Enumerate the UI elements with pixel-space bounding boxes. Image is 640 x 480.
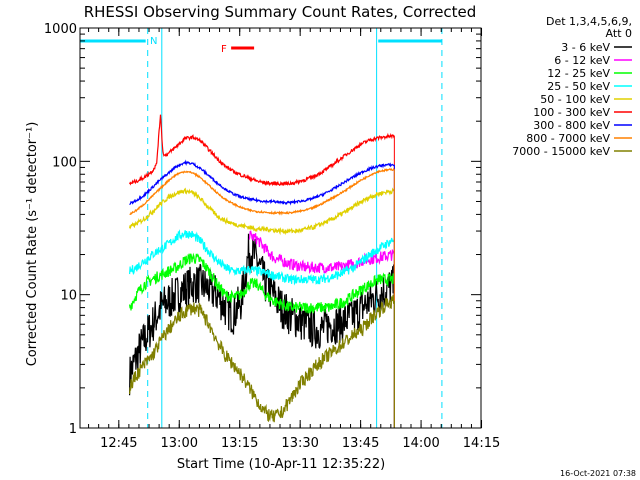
x-tick-label: 13:15 bbox=[221, 436, 258, 451]
legend-label-6-12-kev: 6 - 12 keV bbox=[554, 54, 610, 67]
series-line-25-50-kev bbox=[129, 229, 395, 286]
legend-header-2: Att 0 bbox=[606, 27, 632, 40]
series-line-50-100-kev bbox=[129, 187, 395, 236]
annotation-n: N bbox=[150, 36, 157, 47]
y-tick-label: 1 bbox=[69, 422, 77, 437]
x-tick-label: 14:00 bbox=[402, 436, 439, 451]
legend-label-25-50-kev: 25 - 50 keV bbox=[547, 80, 610, 93]
y-axis-label: Corrected Count Rate (s⁻¹ detector⁻¹) bbox=[25, 122, 40, 367]
plot-area: N F 12:45 13:00 13:15 13:30 13:45 14:00 14:15 1 1… bbox=[44, 22, 500, 451]
y-tick-label: 1000 bbox=[44, 22, 77, 37]
legend-label-3-6-kev: 3 - 6 keV bbox=[561, 41, 610, 54]
x-tick-label: 13:45 bbox=[342, 436, 379, 451]
series-line-300-800-kev bbox=[129, 159, 395, 206]
legend-label-100-300-kev: 100 - 300 keV bbox=[533, 106, 610, 119]
x-tick-label: 12:45 bbox=[100, 436, 137, 451]
legend-label-800-7000-kev: 800 - 7000 keV bbox=[526, 132, 610, 145]
series-line-800-7000-kev bbox=[129, 167, 395, 216]
series-line-100-300-kev bbox=[129, 114, 395, 187]
y-tick-label: 10 bbox=[60, 289, 77, 304]
legend-label-50-100-kev: 50 - 100 keV bbox=[540, 93, 610, 106]
series-line-6-12-kev bbox=[248, 230, 395, 274]
legend-label-12-25-kev: 12 - 25 keV bbox=[547, 67, 610, 80]
annotation-f: F bbox=[221, 44, 227, 55]
series-line-12-25-kev bbox=[129, 252, 395, 314]
y-tick-label: 100 bbox=[52, 155, 77, 170]
series-line-7000-15000-kev bbox=[129, 294, 395, 423]
legend-label-7000-15000-kev: 7000 - 15000 keV bbox=[512, 145, 610, 158]
x-tick-label: 13:00 bbox=[161, 436, 198, 451]
legend-header-1: Det 1,3,4,5,6,9, bbox=[546, 15, 632, 28]
legend-label-300-800-kev: 300 - 800 keV bbox=[533, 119, 610, 132]
x-tick-label: 13:30 bbox=[281, 436, 318, 451]
x-axis-label: Start Time (10-Apr-11 12:35:22) bbox=[177, 457, 385, 472]
chart-title: RHESSI Observing Summary Count Rates, Co… bbox=[84, 3, 477, 21]
series-line-3-6-kev bbox=[129, 233, 395, 396]
x-tick-label: 14:15 bbox=[463, 436, 500, 451]
timestamp: 16-Oct-2021 07:38 bbox=[560, 469, 636, 478]
